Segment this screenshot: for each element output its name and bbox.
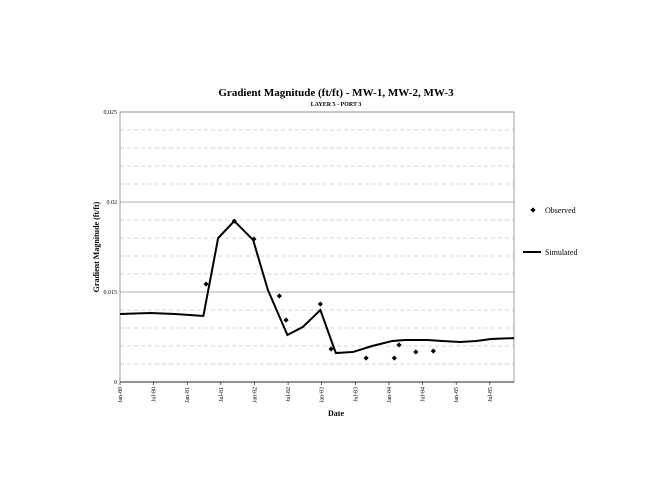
x-tick-label: Jan-83: [320, 387, 326, 403]
x-axis-label: Date: [328, 409, 344, 418]
observed-point: [363, 355, 369, 361]
simulated-line: [119, 219, 515, 355]
x-tick-label: Jan-80: [118, 387, 124, 403]
x-tick-label: Jul-84: [421, 387, 427, 402]
legend-label: Observed: [545, 206, 576, 215]
observed-point: [391, 355, 397, 361]
x-tick-label: Jan-82: [252, 387, 258, 403]
x-tick-label: Jan-81: [185, 387, 191, 403]
x-tick-label: Jul-80: [152, 387, 158, 402]
y-axis-label: Gradient Magnitude (ft/ft): [92, 201, 101, 292]
observed-point: [413, 349, 419, 355]
y-tick-label: 0: [114, 380, 117, 386]
x-tick-label: Jan-85: [454, 387, 460, 403]
observed-point: [203, 281, 209, 287]
observed-point: [328, 346, 334, 352]
observed-point: [276, 293, 282, 299]
x-tick-label: Jul-83: [353, 387, 359, 402]
observed-point: [317, 301, 323, 307]
x-tick-label: Jul-82: [286, 387, 292, 402]
chart-title: Gradient Magnitude (ft/ft) - MW-1, MW-2,…: [218, 87, 454, 99]
y-tick-label: 0.025: [104, 110, 118, 116]
observed-point: [396, 342, 402, 348]
x-tick-label: Jan-84: [387, 387, 393, 403]
y-tick-label: 0.015: [104, 290, 118, 296]
y-tick-label: 0.02: [107, 200, 118, 206]
legend-label: Simulated: [545, 248, 577, 257]
chart-subtitle: LAYER 5 - PORT 3: [311, 102, 362, 108]
x-tick-label: Jul-81: [219, 387, 225, 402]
observed-point: [283, 317, 289, 323]
observed-point: [430, 348, 436, 354]
legend-marker: [530, 207, 536, 213]
x-tick-label: Jul-85: [488, 387, 494, 402]
